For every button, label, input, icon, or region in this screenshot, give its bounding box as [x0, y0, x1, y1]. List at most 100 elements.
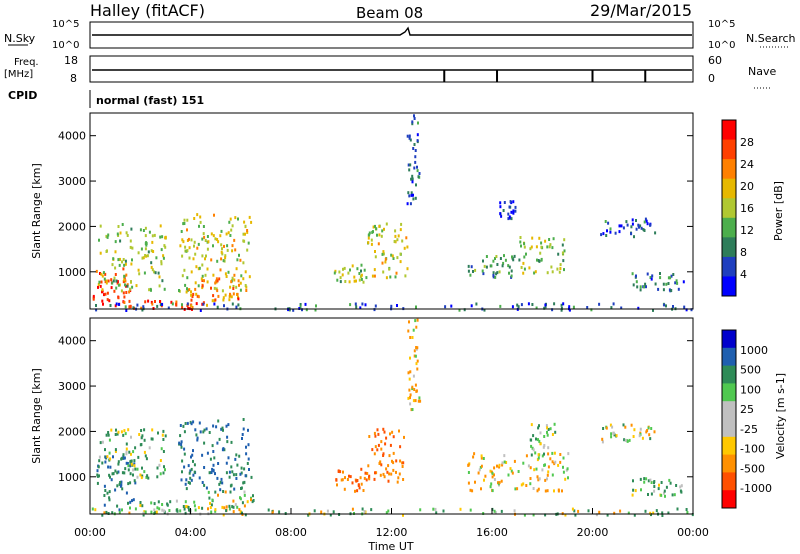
data-cell: [493, 473, 495, 477]
data-cell: [182, 222, 185, 226]
data-cell: [183, 268, 186, 272]
data-cell: [339, 470, 342, 474]
data-cell: [212, 234, 215, 238]
data-cell: [206, 303, 208, 307]
data-cell: [402, 478, 405, 481]
data-cell: [643, 477, 646, 481]
data-cell: [215, 279, 218, 283]
data-cell: [113, 289, 116, 293]
data-cell: [164, 245, 167, 249]
colorbar-tick-label: 25: [740, 403, 754, 416]
data-cell: [519, 240, 522, 244]
data-cell: [562, 465, 564, 469]
data-cell: [99, 251, 102, 255]
data-cell: [102, 302, 104, 306]
data-cell: [220, 427, 223, 431]
data-cell: [686, 511, 689, 514]
data-cell: [97, 465, 100, 469]
data-cell: [545, 424, 548, 428]
data-cell: [335, 478, 338, 482]
nsearch-tick-high: 10^5: [708, 19, 735, 30]
data-cell: [145, 475, 148, 479]
data-cell: [639, 477, 642, 481]
data-cell: [493, 509, 496, 513]
data-cell: [203, 279, 205, 283]
data-cell: [504, 258, 507, 262]
data-cell: [587, 509, 590, 513]
nave-label: Nave: [748, 65, 776, 78]
data-cell: [368, 477, 371, 481]
data-cell: [183, 430, 186, 434]
data-cell: [119, 231, 122, 235]
data-cell: [660, 493, 663, 497]
data-cell: [215, 425, 218, 429]
data-cell: [360, 482, 363, 486]
data-cell: [396, 304, 398, 307]
data-cell: [190, 478, 193, 482]
data-cell: [634, 489, 637, 493]
data-cell: [567, 476, 569, 480]
data-cell: [109, 457, 112, 461]
colorbar-swatch: [722, 276, 736, 297]
data-cell: [129, 305, 132, 309]
data-cell: [220, 229, 223, 233]
data-cell: [658, 483, 660, 487]
data-cell: [103, 503, 106, 507]
data-cell: [382, 427, 385, 431]
data-cell: [230, 228, 233, 232]
data-cell: [130, 227, 133, 231]
data-cell: [130, 452, 132, 456]
cpid-label: CPID: [8, 89, 37, 102]
data-cell: [531, 446, 534, 450]
data-cell: [649, 276, 652, 279]
data-cell: [519, 236, 522, 239]
data-cell: [299, 305, 302, 309]
data-cell: [333, 271, 336, 275]
data-cell: [655, 509, 658, 513]
data-cell: [419, 399, 422, 403]
data-cell: [164, 434, 167, 438]
data-cell: [235, 305, 238, 309]
data-cell: [210, 232, 213, 236]
data-cell: [407, 163, 410, 167]
data-cell: [411, 120, 414, 124]
y-tick-label: 1000: [58, 266, 86, 279]
data-cell: [483, 308, 486, 312]
data-cell: [557, 252, 560, 256]
data-cell: [667, 276, 670, 280]
data-cell: [115, 279, 118, 283]
data-cell: [665, 304, 667, 308]
data-cell: [409, 396, 411, 400]
data-cell: [492, 274, 495, 277]
data-cell: [529, 247, 532, 251]
data-cell: [240, 274, 243, 278]
data-cell: [231, 276, 234, 280]
data-cell: [105, 234, 108, 238]
data-cell: [137, 251, 140, 255]
data-cell: [103, 293, 105, 297]
data-cell: [117, 462, 120, 466]
data-cell: [192, 257, 195, 261]
data-cell: [407, 396, 410, 400]
data-cell: [190, 304, 193, 308]
data-cell: [193, 463, 196, 467]
data-cell: [163, 287, 166, 291]
data-cell: [201, 453, 204, 457]
data-cell: [124, 259, 127, 263]
data-cell: [659, 276, 662, 280]
data-cell: [131, 285, 134, 289]
data-cell: [411, 408, 414, 411]
data-cell: [105, 433, 108, 437]
data-cell: [458, 308, 461, 312]
data-cell: [118, 263, 121, 267]
data-cell: [129, 481, 132, 485]
data-cell: [409, 393, 412, 397]
data-cell: [544, 513, 547, 517]
data-cell: [552, 237, 555, 241]
data-cell: [470, 304, 473, 308]
data-cell: [111, 263, 114, 267]
freq-panel: [89, 55, 694, 83]
data-cell: [409, 356, 411, 360]
data-cell: [553, 422, 556, 426]
data-cell: [125, 491, 128, 495]
